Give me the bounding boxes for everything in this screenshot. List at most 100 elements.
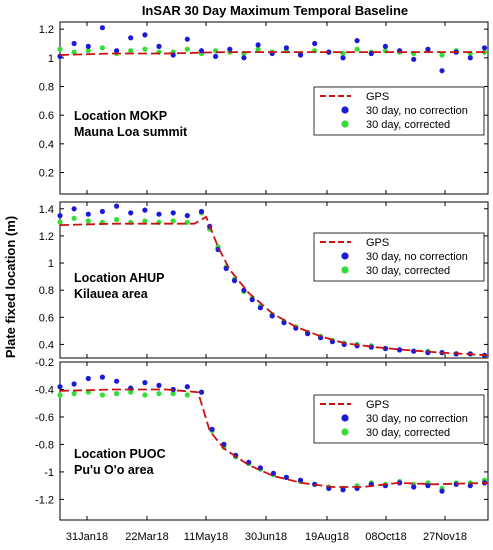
no-correction-point — [213, 53, 219, 60]
no-correction-point — [329, 339, 335, 345]
no-correction-point — [156, 43, 162, 50]
no-correction-point — [231, 278, 238, 284]
corrected-point — [142, 218, 148, 224]
corrected-point — [354, 46, 360, 52]
corrected-point — [71, 391, 77, 397]
panel-3-location: Location PUOC — [74, 447, 166, 461]
y-tick-label: 0.8 — [39, 82, 54, 94]
no-correction-point — [281, 320, 287, 326]
corrected-point — [156, 391, 162, 397]
corrected-point — [114, 391, 120, 397]
legend-nocorr-label: 30 day, no correction — [366, 251, 468, 263]
no-correction-point — [283, 45, 289, 51]
x-tick-label: 11May18 — [184, 531, 228, 543]
x-tick-label: 31Jan18 — [66, 531, 108, 543]
no-correction-point — [184, 36, 190, 42]
legend-corr-marker — [341, 428, 349, 436]
corrected-point — [71, 215, 77, 221]
legend-corr-marker — [341, 266, 349, 274]
y-tick-label: 1.2 — [39, 24, 54, 36]
no-correction-point — [114, 203, 120, 209]
corrected-point — [184, 392, 190, 398]
legend-corr-label: 30 day, corrected — [366, 265, 450, 277]
corrected-point — [99, 45, 105, 51]
corrected-point — [114, 217, 120, 223]
no-correction-point — [411, 56, 417, 62]
corrected-point — [128, 389, 134, 395]
panel-2-location: Location AHUP — [74, 271, 165, 285]
no-correction-point — [425, 483, 431, 489]
y-tick-label: 0.4 — [39, 339, 54, 351]
legend-gps-label: GPS — [366, 91, 389, 103]
no-correction-point — [255, 42, 261, 48]
no-correction-point — [305, 331, 311, 337]
no-correction-point — [209, 426, 215, 432]
panel-3-ticks: -0.2 -0.4 -0.6 -0.8 -1 -1.2 — [35, 357, 488, 520]
panel-1-ticks: 1.2 1 0.8 0.6 0.4 0.2 — [39, 22, 488, 194]
corrected-point — [255, 46, 261, 52]
corrected-point — [99, 392, 105, 398]
y-tick-label: -1 — [44, 467, 54, 479]
y-tick-label: -0.4 — [35, 384, 54, 396]
no-correction-point — [99, 25, 105, 31]
no-correction-point — [85, 211, 91, 217]
no-correction-point — [340, 55, 346, 61]
legend-nocorr-label: 30 day, no correction — [366, 413, 468, 425]
corrected-point — [128, 48, 134, 54]
panel-3-marks — [57, 374, 489, 494]
y-tick-label: -0.8 — [35, 439, 54, 451]
no-correction-point — [397, 347, 403, 353]
corrected-point — [85, 48, 91, 54]
y-tick-label: 0.6 — [39, 312, 54, 324]
corrected-point — [85, 218, 91, 224]
panel-3-area: Pu'u O'o area — [74, 463, 155, 477]
y-tick-label: 0.6 — [39, 110, 54, 122]
legend-corr-label: 30 day, corrected — [366, 119, 450, 131]
no-correction-point — [439, 488, 445, 494]
legend-nocorr-label: 30 day, no correction — [366, 105, 468, 117]
corrected-point — [184, 219, 190, 225]
y-tick-label: -0.6 — [35, 412, 54, 424]
y-tick-label: 0.2 — [39, 168, 54, 180]
no-correction-point — [198, 208, 205, 215]
x-tick-labels: 31Jan18 22Mar18 11May18 30Jun18 19Aug18 … — [66, 531, 467, 543]
corrected-point — [57, 219, 63, 225]
panel-1-marks — [57, 25, 488, 74]
x-tick-label: 22Mar18 — [125, 531, 168, 543]
no-correction-point — [85, 43, 91, 50]
no-correction-point — [241, 287, 247, 293]
corrected-point — [170, 218, 176, 224]
no-correction-point — [198, 389, 205, 395]
panel-3: -0.2 -0.4 -0.6 -0.8 -1 -1.2 Location PUOC Pu'… — [35, 357, 489, 521]
no-correction-point — [156, 382, 162, 388]
legend-gps-label: GPS — [366, 237, 389, 249]
corrected-point — [184, 46, 190, 52]
y-tick-label: -0.2 — [35, 357, 54, 369]
y-axis-label: Plate fixed location (m) — [3, 216, 18, 358]
legend-nocorr-marker — [341, 106, 349, 114]
no-correction-point — [283, 474, 289, 480]
no-correction-point — [142, 207, 148, 213]
panel-1-frame — [59, 21, 489, 195]
no-correction-point — [340, 487, 346, 493]
panel-3-legend: GPS 30 day, no correction 30 day, correc… — [313, 394, 485, 444]
no-correction-point — [57, 384, 63, 390]
no-correction-point — [227, 46, 233, 52]
chart-title: InSAR 30 Day Maximum Temporal Baseline — [142, 3, 408, 18]
legend-nocorr-marker — [341, 414, 349, 422]
gps-line — [59, 215, 489, 357]
no-correction-point — [249, 297, 255, 303]
no-correction-point — [467, 55, 473, 61]
no-correction-point — [411, 484, 417, 490]
no-correction-point — [198, 48, 205, 54]
y-tick-label: 0.8 — [39, 285, 54, 297]
panel-1-location: Location MOKP — [74, 109, 167, 123]
no-correction-point — [156, 211, 162, 217]
no-correction-point — [99, 374, 105, 380]
no-correction-point — [142, 380, 148, 386]
corrected-point — [439, 52, 445, 58]
gps-line — [59, 388, 489, 488]
panel-2-legend: GPS 30 day, no correction 30 day, correc… — [313, 232, 485, 282]
panel-3-frame — [59, 361, 489, 521]
